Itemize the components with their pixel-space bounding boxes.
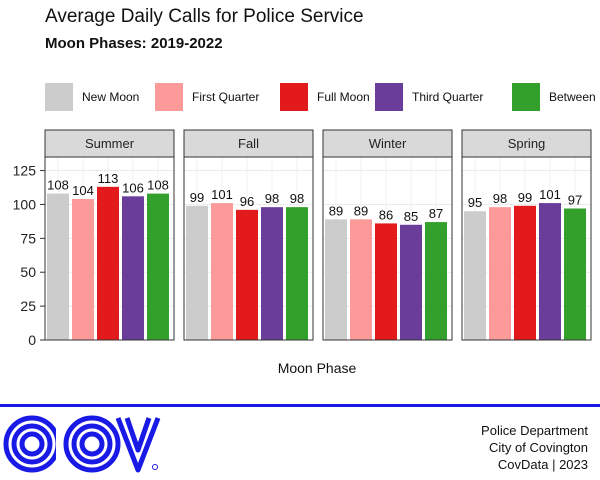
bar-value-label: 87: [429, 206, 443, 221]
bar-value-label: 98: [290, 191, 304, 206]
bar-fall-new-moon: [186, 205, 208, 340]
facet-border: [44, 156, 175, 341]
bar-value-label: 96: [240, 194, 254, 209]
footer-line-source: CovData | 2023: [497, 457, 588, 472]
chart-subtitle: Moon Phases: 2019-2022: [45, 35, 223, 52]
bar-fall-full-moon: [236, 209, 258, 340]
bar-fall-third-quarter: [261, 207, 283, 340]
legend-swatch: [280, 83, 308, 111]
bar-summer-first-quarter: [72, 199, 94, 340]
footer-divider: [0, 404, 600, 407]
legend-label: Between: [549, 90, 596, 104]
bar-value-label: 97: [568, 193, 582, 208]
facet-label: Summer: [85, 136, 135, 151]
footer-credits: Police Department City of Covington CovD…: [481, 422, 588, 473]
bar-winter-third-quarter: [400, 224, 422, 340]
y-tick-label: 25: [20, 298, 36, 314]
y-tick-label: 100: [13, 196, 37, 212]
bar-value-label: 89: [329, 203, 343, 218]
bar-winter-first-quarter: [350, 219, 372, 340]
bar-value-label: 113: [98, 171, 119, 186]
legend: New Moon First Quarter Full Moon Third Quar…: [45, 83, 600, 111]
bar-value-label: 98: [493, 191, 507, 206]
bar-winter-new-moon: [325, 219, 347, 340]
bar-spring-first-quarter: [489, 207, 511, 340]
bar-winter-between: [425, 222, 447, 340]
x-axis-title: Moon Phase: [277, 360, 357, 376]
bar-spring-third-quarter: [539, 203, 561, 340]
legend-swatch: [45, 83, 73, 111]
legend-label: Third Quarter: [412, 90, 484, 104]
bar-value-label: 89: [354, 203, 368, 218]
facet-strip: [461, 129, 592, 158]
facet-label: Winter: [369, 136, 407, 151]
bar-value-label: 101: [211, 187, 233, 202]
facet-border: [461, 156, 592, 341]
bar-value-label: 101: [539, 187, 561, 202]
bar-value-label: 95: [468, 195, 482, 210]
facet-border: [322, 156, 453, 341]
y-tick-label: 0: [28, 332, 36, 348]
legend-swatch: [512, 83, 540, 111]
y-tick-label: 50: [20, 264, 36, 280]
bar-value-label: 99: [190, 190, 204, 205]
bar-value-label: 85: [404, 209, 418, 224]
facet-strip: [183, 129, 314, 158]
footer-line-city: City of Covington: [489, 440, 588, 455]
bar-summer-third-quarter: [122, 196, 144, 340]
legend-swatch: [155, 83, 183, 111]
legend-swatch: [375, 83, 403, 111]
legend-label: First Quarter: [192, 90, 260, 104]
bar-value-label: 104: [72, 183, 94, 198]
bar-winter-full-moon: [375, 223, 397, 340]
bar-summer-between: [147, 193, 169, 340]
bar-summer-full-moon: [97, 186, 119, 340]
bar-value-label: 108: [47, 178, 69, 193]
facet-strip: [322, 129, 453, 158]
facet-label: Fall: [238, 136, 259, 151]
chart-title: Average Daily Calls for Police Service: [45, 6, 364, 27]
bar-value-label: 86: [379, 207, 393, 222]
bar-fall-between: [286, 207, 308, 340]
legend-label: New Moon: [82, 90, 140, 104]
y-tick-label: 125: [13, 163, 37, 179]
facet-label: Spring: [508, 136, 546, 151]
cov-logo: [3, 415, 161, 473]
bar-value-label: 108: [147, 178, 169, 193]
facet-border: [183, 156, 314, 341]
footer-line-department: Police Department: [481, 423, 588, 438]
bar-value-label: 99: [518, 190, 532, 205]
legend-label: Full Moon: [317, 90, 370, 104]
bar-summer-new-moon: [47, 193, 69, 340]
y-tick-label: 75: [20, 230, 36, 246]
bar-value-label: 106: [122, 180, 144, 195]
bar-spring-full-moon: [514, 205, 536, 340]
bar-fall-first-quarter: [211, 203, 233, 340]
bar-value-label: 98: [265, 191, 279, 206]
bar-spring-between: [564, 208, 586, 340]
bar-spring-new-moon: [464, 211, 486, 340]
